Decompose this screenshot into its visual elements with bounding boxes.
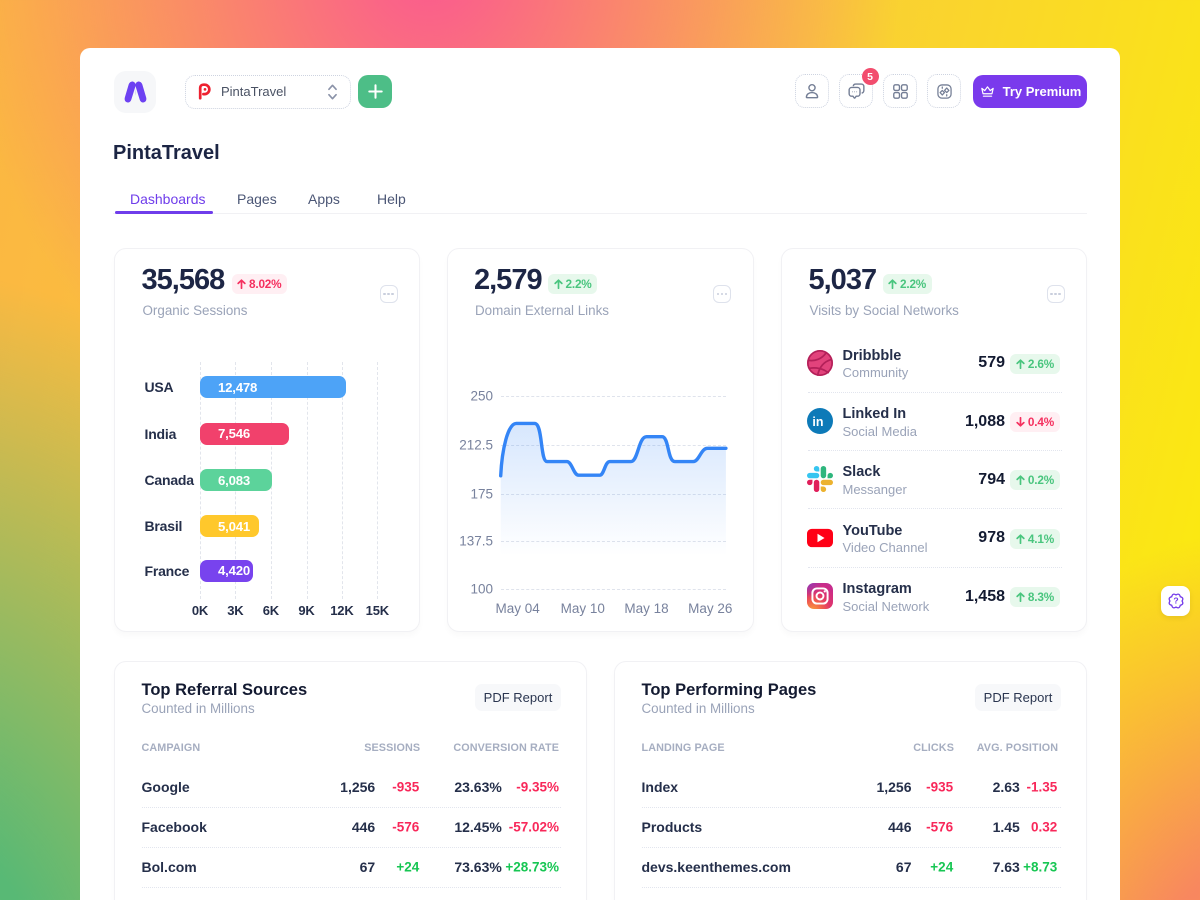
svg-text:in: in	[812, 415, 823, 429]
svg-text:?: ?	[1173, 596, 1178, 606]
